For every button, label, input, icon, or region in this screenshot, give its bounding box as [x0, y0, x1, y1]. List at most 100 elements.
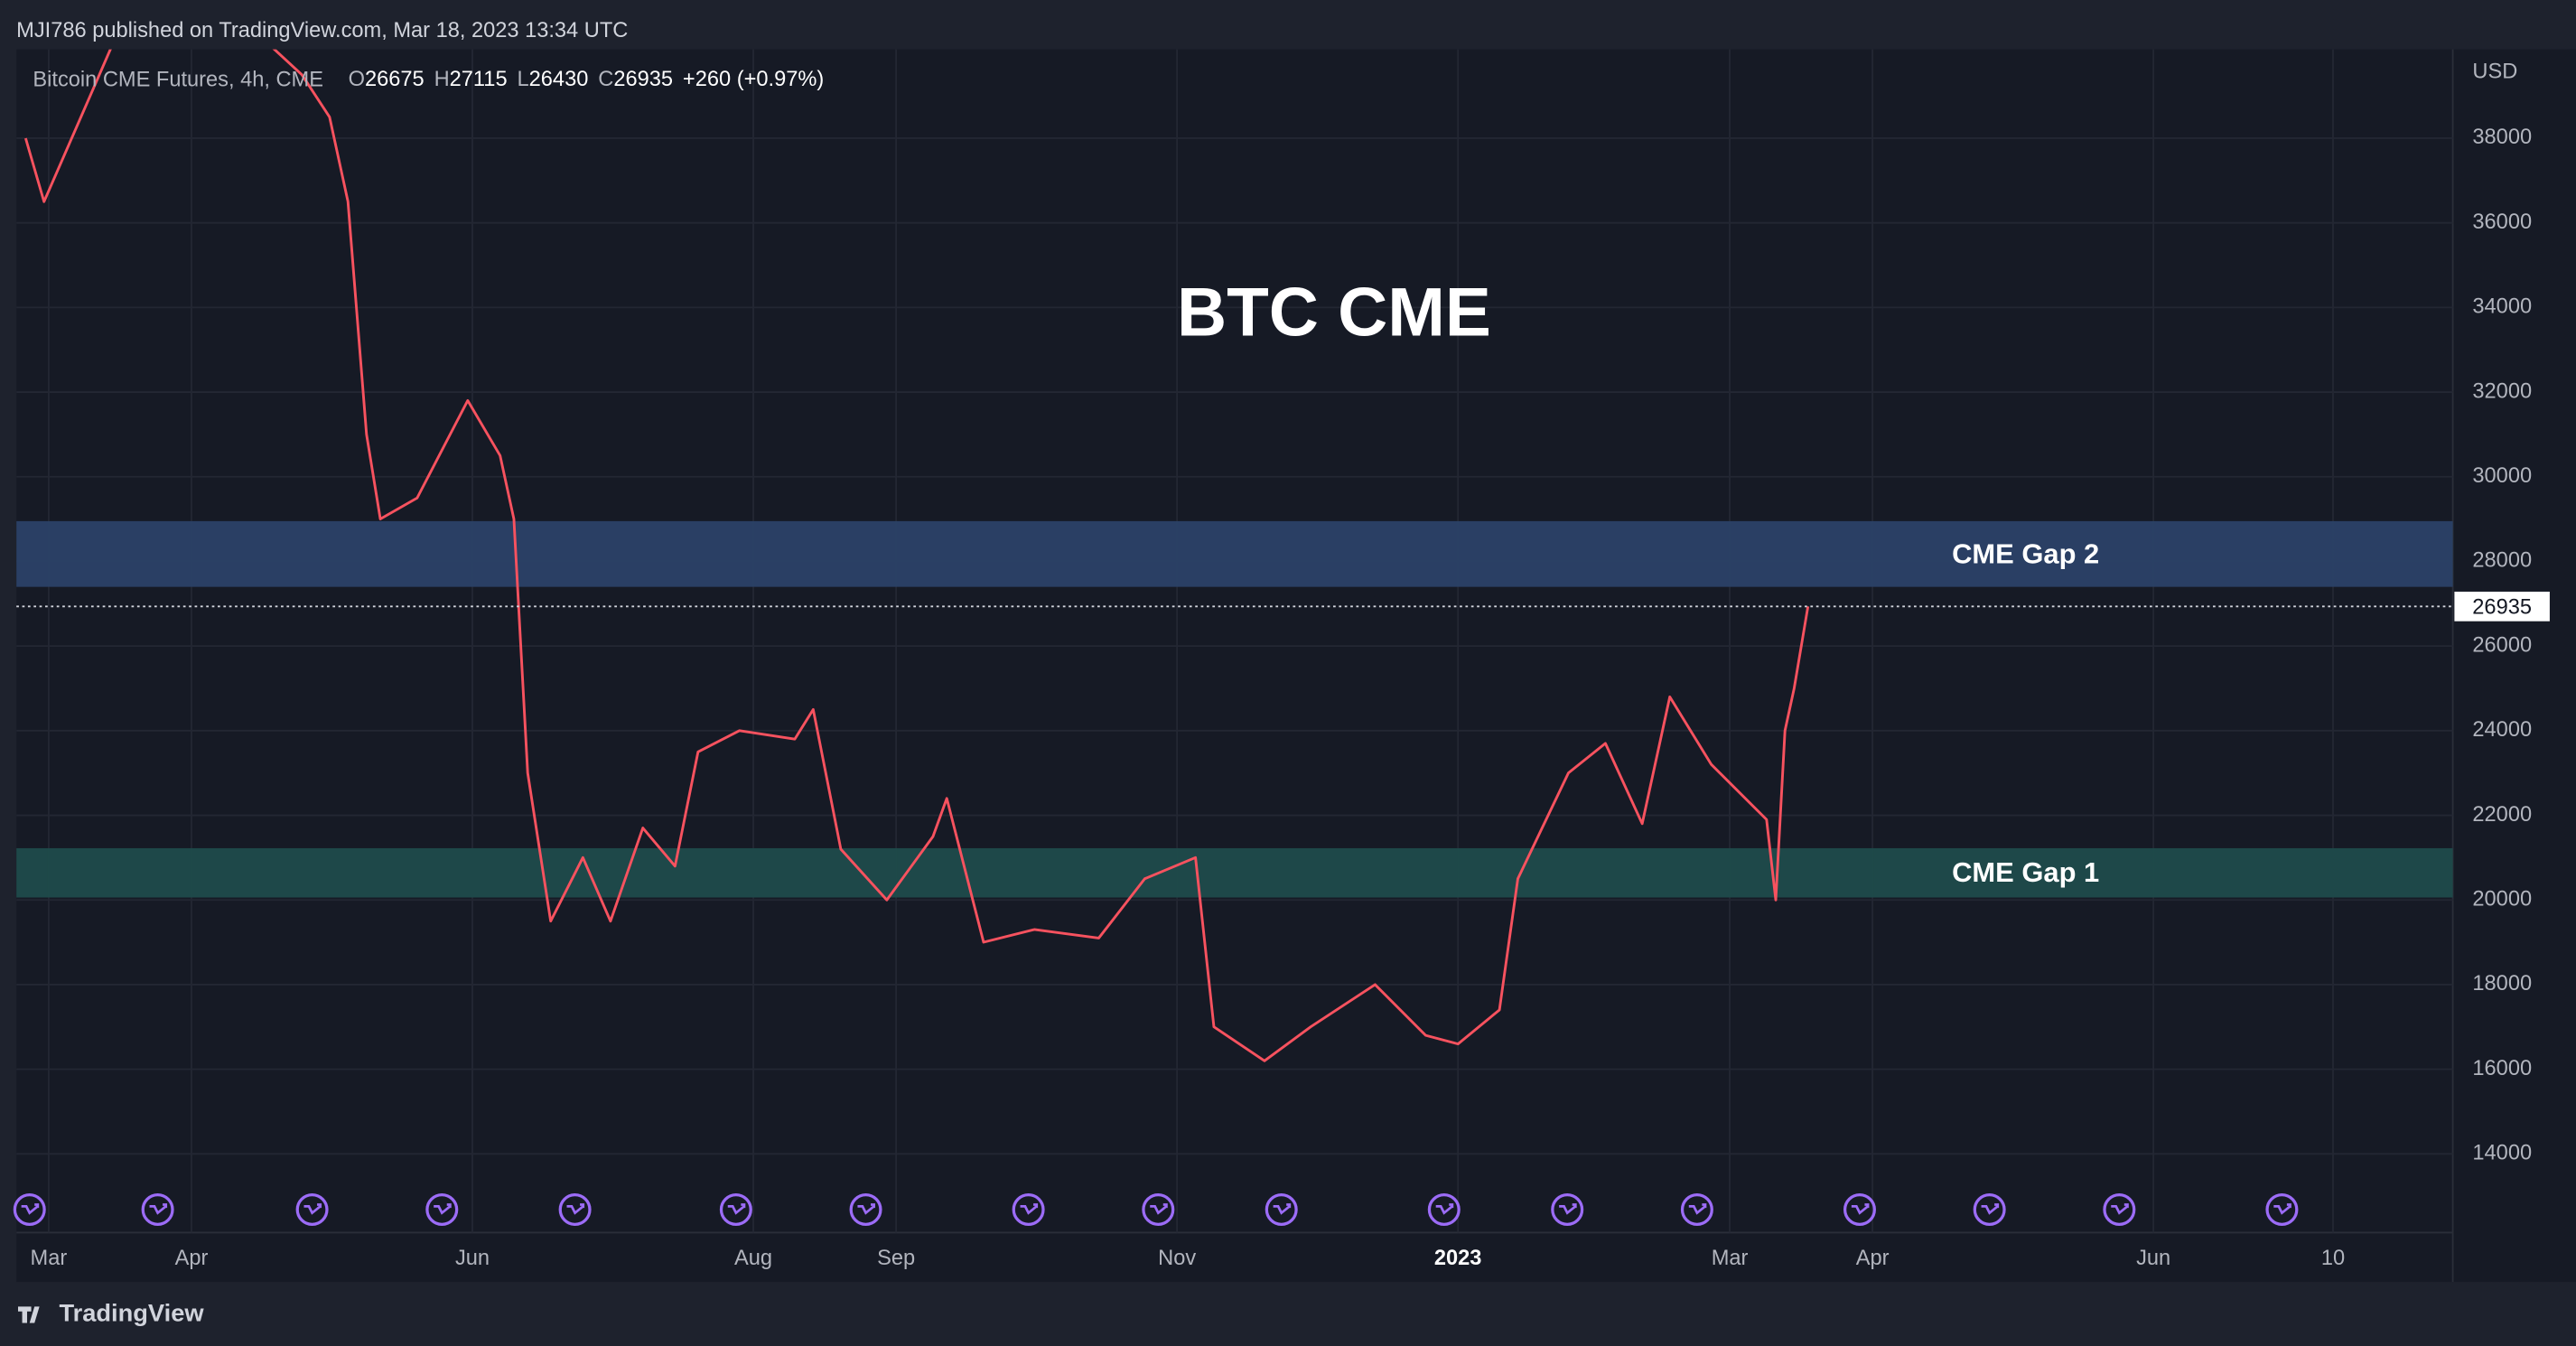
event-arrow — [727, 1203, 746, 1215]
event-arrow — [857, 1203, 876, 1215]
event-marker — [1843, 1192, 1876, 1227]
y-tick-label: 32000 — [2472, 379, 2532, 403]
y-tick-label: 16000 — [2472, 1057, 2532, 1080]
x-tick-label: Apr — [175, 1247, 209, 1270]
ohlc-value: 27115 — [450, 68, 508, 91]
price-line — [23, 49, 1810, 1062]
event-circle — [2265, 1192, 2299, 1227]
event-marker — [425, 1192, 459, 1227]
event-arrow — [566, 1203, 585, 1215]
event-marker — [1265, 1192, 1298, 1227]
event-circle — [1843, 1192, 1876, 1227]
ohlc-label: O — [349, 68, 365, 91]
event-arrow — [1020, 1203, 1039, 1215]
event-marker — [1012, 1192, 1045, 1227]
event-arrow — [149, 1203, 168, 1215]
ohlc-label: L — [518, 68, 529, 91]
event-circle — [1012, 1192, 1045, 1227]
y-tick-label: 30000 — [2472, 464, 2532, 488]
y-tick-label: 28000 — [2472, 549, 2532, 573]
event-arrow — [434, 1203, 452, 1215]
ohlc-value: 26935 — [613, 68, 673, 91]
event-marker — [1680, 1192, 1713, 1227]
event-marker — [13, 1192, 46, 1227]
event-circle — [295, 1192, 329, 1227]
x-tick-label: Apr — [1856, 1247, 1890, 1270]
x-tick-label: 10 — [2321, 1247, 2345, 1270]
x-tick-label: Nov — [1158, 1247, 1196, 1270]
x-tick-label: Jun — [2136, 1247, 2170, 1270]
event-circle — [1680, 1192, 1713, 1227]
x-tick-label: Sep — [877, 1247, 915, 1270]
y-tick-label: 34000 — [2472, 295, 2532, 319]
event-marker — [295, 1192, 329, 1227]
y-tick-label: 36000 — [2472, 210, 2532, 234]
y-tick-label: 24000 — [2472, 718, 2532, 742]
event-arrow — [1688, 1203, 1707, 1215]
last-price-box — [2454, 591, 2550, 622]
event-marker — [2265, 1192, 2299, 1227]
price-axis — [2452, 49, 2576, 1283]
event-circle — [141, 1192, 174, 1227]
y-tick-label: 20000 — [2472, 887, 2532, 911]
gap-zone — [16, 520, 2453, 587]
y-tick-label: 22000 — [2472, 803, 2532, 827]
x-tick-label: Jun — [455, 1247, 490, 1270]
event-circle — [849, 1192, 882, 1227]
y-axis-label: USD — [2472, 60, 2517, 83]
event-circle — [719, 1192, 752, 1227]
ohlc-label: H — [434, 68, 450, 91]
zone-label: CME Gap 1 — [1952, 856, 2099, 888]
event-arrow — [2111, 1203, 2129, 1215]
event-arrow — [1150, 1203, 1168, 1215]
ohlc-label: C — [598, 68, 613, 91]
footer: TradingView — [59, 1299, 204, 1327]
event-circle — [1265, 1192, 1298, 1227]
y-tick-label: 18000 — [2472, 972, 2532, 995]
x-tick-label: Aug — [734, 1247, 772, 1270]
y-tick-label: 14000 — [2472, 1142, 2532, 1165]
event-arrow — [1981, 1203, 2000, 1215]
event-marker — [1427, 1192, 1461, 1227]
x-tick-label: Mar — [31, 1247, 68, 1270]
y-tick-label: 38000 — [2472, 126, 2532, 149]
symbol: Bitcoin CME Futures, 4h, CME — [33, 68, 323, 91]
event-circle — [1551, 1192, 1584, 1227]
event-circle — [1973, 1192, 2006, 1227]
y-tick-label: 26000 — [2472, 633, 2532, 657]
event-arrow — [2273, 1203, 2291, 1215]
gap-zone — [16, 847, 2453, 898]
zone-label: CME Gap 2 — [1952, 537, 2099, 569]
event-arrow — [1273, 1203, 1292, 1215]
event-circle — [1427, 1192, 1461, 1227]
event-arrow — [303, 1203, 322, 1215]
time-axis — [16, 1232, 2453, 1283]
logo — [18, 1306, 40, 1323]
event-arrow — [1851, 1203, 1870, 1215]
event-arrow — [21, 1203, 40, 1215]
event-marker — [849, 1192, 882, 1227]
event-marker — [719, 1192, 752, 1227]
event-circle — [425, 1192, 459, 1227]
event-marker — [141, 1192, 174, 1227]
event-circle — [1142, 1192, 1175, 1227]
event-marker — [1551, 1192, 1584, 1227]
publisher: MJI786 published on TradingView.com, Mar… — [16, 19, 628, 42]
event-arrow — [1559, 1203, 1577, 1215]
last-price-label: 26935 — [2472, 595, 2532, 619]
event-marker — [558, 1192, 592, 1227]
event-arrow — [1435, 1203, 1454, 1215]
event-marker — [1142, 1192, 1175, 1227]
event-circle — [13, 1192, 46, 1227]
x-tick-label: 2023 — [1434, 1247, 1482, 1270]
event-marker — [2103, 1192, 2136, 1227]
event-circle — [2103, 1192, 2136, 1227]
x-tick-label: Mar — [1712, 1247, 1749, 1270]
event-marker — [1973, 1192, 2006, 1227]
ohlc-value: 26675 — [365, 68, 425, 91]
ohlc-value: 26430 — [529, 68, 589, 91]
plot-area — [16, 49, 2453, 1233]
ohlc-legend: O26675 H27115 L26430 C26935 +260 (+0.97%) — [349, 68, 825, 91]
event-circle — [558, 1192, 592, 1227]
